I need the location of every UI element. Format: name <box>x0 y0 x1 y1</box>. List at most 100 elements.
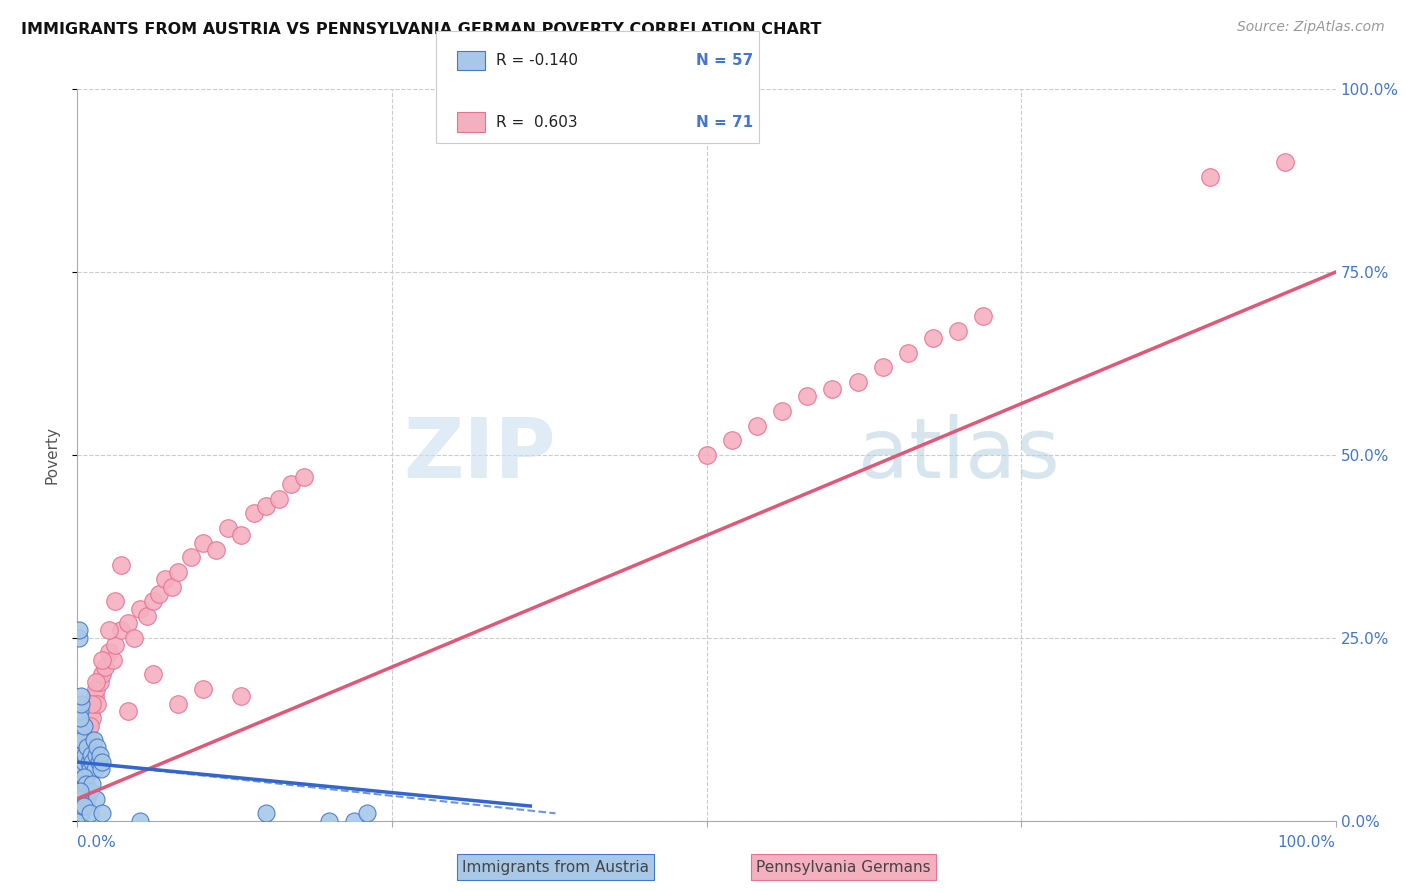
Point <box>155 572 177 586</box>
Point <box>242 507 264 521</box>
Point <box>70 806 93 821</box>
Point <box>204 543 226 558</box>
Point <box>77 740 100 755</box>
Point <box>117 704 139 718</box>
Point <box>67 791 90 805</box>
Y-axis label: Poverty: Poverty <box>44 425 59 484</box>
Point <box>72 755 94 769</box>
Point <box>73 784 96 798</box>
Point <box>972 309 994 323</box>
Point <box>69 755 91 769</box>
Point <box>70 726 93 740</box>
Point <box>167 565 190 579</box>
Point <box>75 777 97 791</box>
Text: R =  0.603: R = 0.603 <box>496 115 578 129</box>
Point <box>104 594 127 608</box>
Point <box>122 631 145 645</box>
Point <box>69 704 91 718</box>
Point <box>897 345 920 359</box>
Point <box>70 777 93 791</box>
Point <box>82 755 104 769</box>
Point <box>696 448 718 462</box>
Point <box>76 740 98 755</box>
Point <box>67 814 90 828</box>
Point <box>83 733 105 747</box>
Point <box>745 418 768 433</box>
Point <box>110 558 132 572</box>
Point <box>191 681 215 696</box>
Point <box>217 521 239 535</box>
Point <box>76 747 98 762</box>
Text: 0.0%: 0.0% <box>77 836 117 850</box>
Point <box>129 601 152 615</box>
Point <box>292 470 315 484</box>
Text: 100.0%: 100.0% <box>1278 836 1336 850</box>
Point <box>229 528 252 542</box>
Point <box>97 624 120 638</box>
Point <box>254 806 277 821</box>
Point <box>821 382 844 396</box>
Point <box>84 791 107 805</box>
Point <box>87 755 110 769</box>
Point <box>79 784 101 798</box>
Point <box>80 704 103 718</box>
Point <box>84 747 107 762</box>
Point <box>73 747 96 762</box>
Point <box>97 645 120 659</box>
Point <box>70 747 93 762</box>
Point <box>90 763 112 777</box>
Point <box>89 747 111 762</box>
Point <box>79 718 101 732</box>
Text: Source: ZipAtlas.com: Source: ZipAtlas.com <box>1237 20 1385 34</box>
Point <box>72 799 94 814</box>
Point <box>110 624 132 638</box>
Point <box>142 667 165 681</box>
Point <box>91 755 114 769</box>
Point <box>69 711 91 725</box>
Point <box>84 690 107 704</box>
Point <box>79 806 101 821</box>
Point <box>82 777 104 791</box>
Point <box>796 389 818 403</box>
Point <box>70 690 93 704</box>
Point <box>67 631 90 645</box>
Point <box>69 791 91 805</box>
Point <box>91 653 114 667</box>
Point <box>77 718 100 732</box>
Point <box>720 434 742 448</box>
Point <box>75 726 97 740</box>
Point <box>69 777 91 791</box>
Point <box>84 674 107 689</box>
Point <box>72 799 94 814</box>
Point <box>86 697 108 711</box>
Point <box>160 580 183 594</box>
Point <box>72 755 94 769</box>
Point <box>846 375 869 389</box>
Point <box>89 674 111 689</box>
Point <box>135 608 157 623</box>
Point <box>91 667 114 681</box>
Point <box>84 763 107 777</box>
Point <box>67 799 90 814</box>
Point <box>229 690 252 704</box>
Point <box>91 806 114 821</box>
Point <box>82 697 104 711</box>
Point <box>80 747 103 762</box>
Point <box>267 491 290 506</box>
Point <box>77 755 100 769</box>
Point <box>872 360 894 375</box>
Point <box>70 784 93 798</box>
Text: atlas: atlas <box>858 415 1059 495</box>
Text: N = 71: N = 71 <box>696 115 754 129</box>
Point <box>948 324 970 338</box>
Point <box>79 733 101 747</box>
Point <box>101 653 124 667</box>
Point <box>67 806 90 821</box>
Text: Immigrants from Austria: Immigrants from Austria <box>461 860 650 874</box>
Point <box>67 624 90 638</box>
Point <box>72 733 94 747</box>
Point <box>69 784 91 798</box>
Point <box>922 331 945 345</box>
Point <box>69 784 91 798</box>
Text: Pennsylvania Germans: Pennsylvania Germans <box>756 860 931 874</box>
